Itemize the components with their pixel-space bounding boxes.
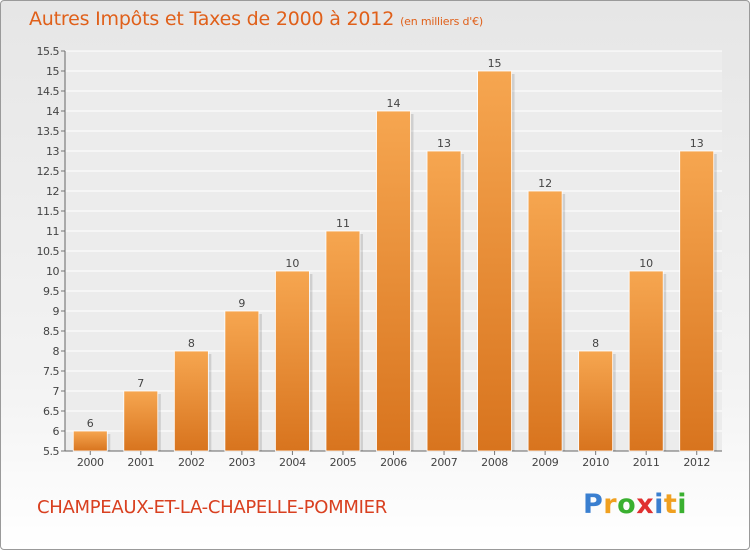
bar-value-label: 9 (238, 297, 245, 310)
bar (275, 270, 310, 452)
y-tick-label: 8 (53, 345, 60, 358)
y-tick-label: 15 (46, 65, 59, 78)
bar (72, 430, 108, 452)
bar (426, 150, 462, 452)
y-tick-label: 12 (46, 185, 59, 198)
y-tick-label: 6 (53, 425, 60, 438)
y-tick-label: 14 (46, 105, 59, 118)
y-tick-label: 10 (46, 265, 59, 278)
y-tick-label: 7.5 (43, 365, 59, 378)
x-tick-label: 2003 (228, 456, 255, 469)
logo-letter: i (677, 489, 688, 520)
x-tick-label: 2005 (330, 456, 357, 469)
x-tick-label: 2007 (431, 456, 458, 469)
x-tick-label: 2006 (380, 456, 407, 469)
proxiti-logo: Proxiti (583, 489, 687, 520)
x-tick-label: 2011 (633, 456, 660, 469)
x-tick-label: 2012 (683, 456, 710, 469)
bar-value-label: 10 (285, 257, 299, 270)
logo-letter: i (654, 489, 664, 520)
bar (477, 70, 512, 452)
y-tick-label: 8.5 (43, 325, 59, 338)
logo-letter: t (663, 489, 678, 520)
y-tick-label: 11.5 (37, 205, 60, 218)
bar-value-label: 11 (336, 217, 350, 230)
bar (123, 390, 159, 452)
y-tick-label: 15.5 (37, 45, 60, 58)
y-tick-label: 7 (53, 385, 60, 398)
bar-value-label: 8 (592, 337, 599, 350)
bar-value-label: 12 (538, 177, 552, 190)
bar-value-label: 10 (639, 257, 653, 270)
logo-letter: o (617, 489, 637, 520)
bar (628, 270, 664, 452)
chart-subtitle: (en milliers d'€) (400, 15, 483, 28)
bar-value-label: 14 (387, 97, 401, 110)
bar-value-label: 6 (87, 417, 94, 430)
y-tick-label: 14.5 (37, 85, 60, 98)
bar (224, 310, 260, 452)
logo-letter: x (636, 489, 655, 520)
y-tick-label: 13.5 (37, 125, 60, 138)
chart-title: Autres Impôts et Taxes de 2000 à 2012 (en… (29, 8, 483, 30)
x-tick-label: 2001 (127, 456, 154, 469)
logo-letter: r (603, 489, 618, 520)
y-tick-label: 9 (53, 305, 60, 318)
y-tick-label: 5.5 (43, 445, 59, 458)
bar (679, 150, 715, 452)
plot-area: 5.5 6 6.5 7 7.5 8 8.5 9 9.5 10 10.5 11 11.5 12 12.5 13 1… (37, 45, 722, 469)
y-tick-label: 11 (46, 225, 59, 238)
y-tick-label: 6.5 (43, 405, 59, 418)
bar-value-label: 13 (690, 137, 704, 150)
y-tick-label: 12.5 (37, 165, 60, 178)
x-tick-label: 2000 (77, 456, 104, 469)
bar (527, 190, 563, 452)
logo-letter: P (583, 489, 604, 520)
bar-value-label: 8 (188, 337, 195, 350)
commune-name: CHAMPEAUX-ET-LA-CHAPELLE-POMMIER (37, 497, 387, 518)
y-tick-label: 13 (46, 145, 59, 158)
bar-value-label: 15 (488, 57, 502, 70)
x-tick-label: 2010 (582, 456, 609, 469)
y-tick-label: 9.5 (43, 285, 59, 298)
bar (578, 350, 614, 452)
bar (325, 230, 361, 452)
x-tick-label: 2008 (481, 456, 508, 469)
x-tick-label: 2009 (532, 456, 559, 469)
chart-title-text: Autres Impôts et Taxes de 2000 à 2012 (29, 8, 395, 30)
bar-value-label: 13 (437, 137, 451, 150)
y-tick-label: 10.5 (37, 245, 60, 258)
bar (173, 350, 209, 452)
x-tick-label: 2004 (279, 456, 306, 469)
x-tick-label: 2002 (178, 456, 205, 469)
bar-value-label: 7 (137, 377, 144, 390)
bar (376, 110, 411, 452)
